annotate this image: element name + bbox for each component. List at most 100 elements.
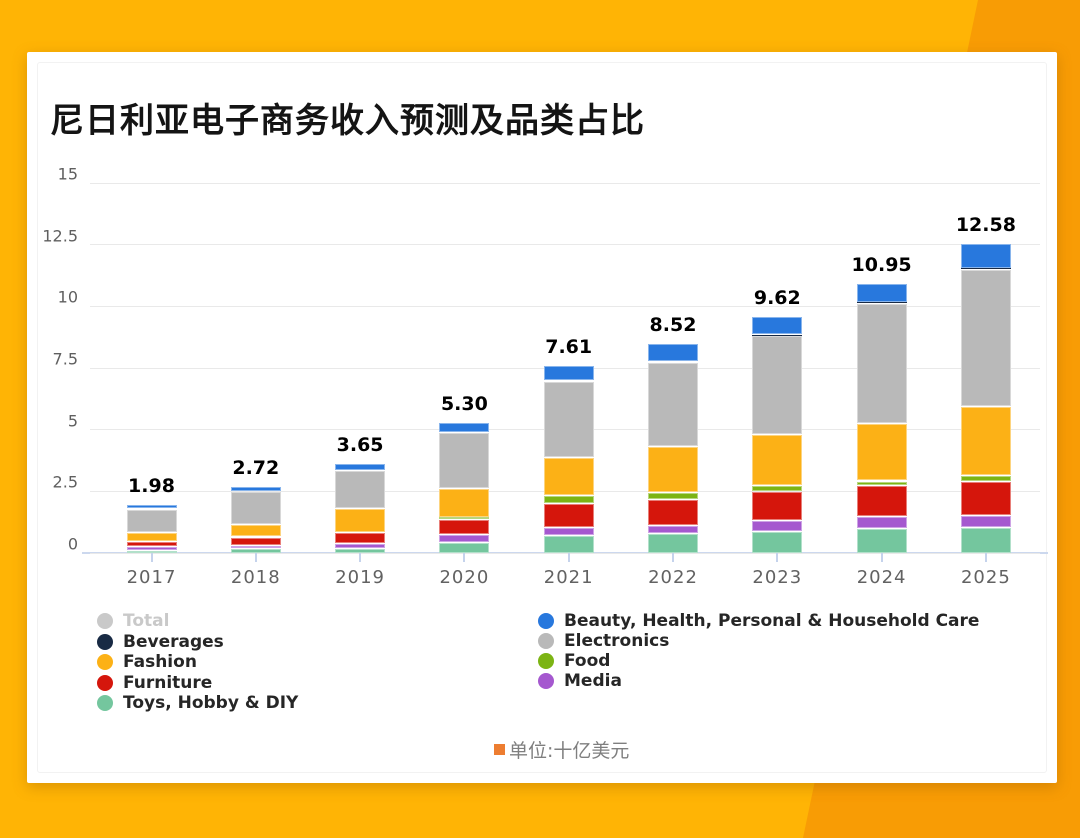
bar-segment-2024-fashion[interactable] xyxy=(856,423,907,481)
bar-segment-2023-fashion[interactable] xyxy=(752,434,803,485)
y-axis-label-0: 0 xyxy=(67,534,78,554)
x-axis-label-2019: 2019 xyxy=(335,567,385,588)
legend-dot-icon xyxy=(97,613,113,629)
bar-segment-2024-beverages[interactable] xyxy=(856,302,907,303)
bar-segment-2018-toys-hobby-diy[interactable] xyxy=(230,549,281,553)
bar-segment-2024-food[interactable] xyxy=(856,481,907,486)
bar-segment-2019-beauty-health-personal-household-care[interactable] xyxy=(335,463,386,470)
x-axis-tick-2020 xyxy=(463,553,466,562)
bar-segment-2024-furniture[interactable] xyxy=(856,486,907,517)
bar-segment-2023-electronics[interactable] xyxy=(752,336,803,434)
x-axis-tick-2022 xyxy=(672,553,674,562)
bar-segment-2023-media[interactable] xyxy=(752,520,803,531)
bar-value-label-2017: 1.98 xyxy=(128,475,175,498)
bar-segment-2017-media[interactable] xyxy=(126,547,177,550)
bar-segment-2021-media[interactable] xyxy=(543,528,594,535)
legend-item-fashion[interactable]: Fashion xyxy=(97,652,197,672)
bar-segment-2023-food[interactable] xyxy=(752,485,803,492)
bar-segment-2019-fashion[interactable] xyxy=(335,509,386,532)
bar-segment-2022-electronics[interactable] xyxy=(648,362,698,446)
bar-segment-2017-furniture[interactable] xyxy=(126,541,177,547)
legend-label: Food xyxy=(564,651,611,671)
bar-segment-2022-furniture[interactable] xyxy=(648,500,698,525)
bar-segment-2020-fashion[interactable] xyxy=(439,488,490,517)
bar-segment-2021-electronics[interactable] xyxy=(543,381,594,458)
legend-dot-icon xyxy=(97,633,113,650)
bar-segment-2025-furniture[interactable] xyxy=(960,482,1011,516)
bar-segment-2025-electronics[interactable] xyxy=(960,269,1011,406)
legend-item-toys-hobby-diy[interactable]: Toys, Hobby & DIY xyxy=(97,693,298,713)
bar-segment-2023-toys-hobby-diy[interactable] xyxy=(752,531,803,553)
bar-segment-2019-furniture[interactable] xyxy=(335,532,386,544)
bar-segment-2025-beauty-health-personal-household-care[interactable] xyxy=(960,243,1011,268)
bar-segment-2024-electronics[interactable] xyxy=(856,303,907,423)
bar-segment-2021-fashion[interactable] xyxy=(543,458,594,495)
bar-segment-2019-electronics[interactable] xyxy=(335,470,386,509)
bar-segment-2024-beauty-health-personal-household-care[interactable] xyxy=(856,283,907,303)
bar-segment-2022-beauty-health-personal-household-care[interactable] xyxy=(648,343,698,362)
legend-dot-icon xyxy=(538,633,554,649)
gridline-y-0 xyxy=(90,552,1040,554)
bar-segment-2025-toys-hobby-diy[interactable] xyxy=(960,528,1011,553)
gridline-y-15 xyxy=(90,182,1040,184)
unit-note: 单位:十亿美元 xyxy=(494,736,629,763)
bar-segment-2025-food[interactable] xyxy=(960,476,1011,482)
bar-segment-2020-toys-hobby-diy[interactable] xyxy=(439,542,490,553)
x-axis-label-2022: 2022 xyxy=(648,567,698,588)
legend-item-electronics[interactable]: Electronics xyxy=(538,631,669,651)
bar-segment-2020-media[interactable] xyxy=(439,535,490,542)
bar-segment-2020-furniture[interactable] xyxy=(439,519,490,535)
x-axis-tick-2021 xyxy=(567,553,570,562)
legend-item-beauty-health-personal-household-care[interactable]: Beauty, Health, Personal & Household Car… xyxy=(538,611,979,631)
bar-segment-2022-media[interactable] xyxy=(648,525,698,534)
bar-segment-2023-furniture[interactable] xyxy=(752,492,803,520)
bar-segment-2020-electronics[interactable] xyxy=(439,433,490,488)
legend-item-food[interactable]: Food xyxy=(538,651,610,671)
legend-dot-icon xyxy=(97,695,113,711)
bar-value-label-2018: 2.72 xyxy=(232,456,280,479)
bar-segment-2017-electronics[interactable] xyxy=(126,509,177,533)
x-axis-label-2017: 2017 xyxy=(126,567,177,588)
bar-segment-2024-media[interactable] xyxy=(856,517,907,528)
bar-segment-2020-beauty-health-personal-household-care[interactable] xyxy=(439,423,490,433)
y-axis-label-5: 5 xyxy=(67,411,78,431)
bar-segment-2025-fashion[interactable] xyxy=(960,406,1011,476)
bar-segment-2017-toys-hobby-diy[interactable] xyxy=(126,550,177,553)
x-axis-tick-2023 xyxy=(776,553,779,562)
legend-dot-icon xyxy=(97,674,113,691)
legend-item-beverages[interactable]: Beverages xyxy=(97,632,224,652)
bar-value-label-2021: 7.61 xyxy=(545,336,593,359)
bar-segment-2022-toys-hobby-diy[interactable] xyxy=(648,534,698,553)
bar-segment-2023-beauty-health-personal-household-care[interactable] xyxy=(752,316,803,335)
bar-segment-2022-food[interactable] xyxy=(648,492,698,500)
bar-segment-2021-food[interactable] xyxy=(543,495,594,503)
bar-segment-2019-toys-hobby-diy[interactable] xyxy=(335,548,386,553)
bar-segment-2023-beverages[interactable] xyxy=(752,334,803,336)
bar-segment-2017-beauty-health-personal-household-care[interactable] xyxy=(126,505,177,509)
bar-segment-2025-media[interactable] xyxy=(960,516,1011,528)
bar-segment-2018-media[interactable] xyxy=(230,545,281,549)
x-axis-label-2020: 2020 xyxy=(439,567,490,588)
bar-segment-2020-food[interactable] xyxy=(439,516,490,519)
bar-segment-2019-media[interactable] xyxy=(335,544,386,548)
bar-value-label-2025: 12.58 xyxy=(955,213,1016,236)
bar-segment-2018-electronics[interactable] xyxy=(230,492,281,525)
bar-segment-2018-beauty-health-personal-household-care[interactable] xyxy=(230,486,281,491)
legend-item-furniture[interactable]: Furniture xyxy=(97,673,212,693)
unit-note-text: 单位:十亿美元 xyxy=(509,740,630,762)
bar-segment-2021-furniture[interactable] xyxy=(543,503,594,528)
bar-segment-2021-toys-hobby-diy[interactable] xyxy=(543,535,594,553)
legend-label: Fashion xyxy=(123,652,197,672)
bar-segment-2022-fashion[interactable] xyxy=(648,446,698,492)
legend-item-media[interactable]: Media xyxy=(538,671,622,691)
legend-dot-icon xyxy=(97,654,113,670)
gridline-y-10 xyxy=(90,305,1040,307)
legend-item-total[interactable]: Total xyxy=(97,611,169,631)
bar-segment-2017-fashion[interactable] xyxy=(126,533,177,541)
bar-segment-2024-toys-hobby-diy[interactable] xyxy=(856,528,907,553)
x-axis-tick-2024 xyxy=(880,553,883,562)
bar-segment-2025-beverages[interactable] xyxy=(960,268,1011,269)
bar-segment-2018-fashion[interactable] xyxy=(230,525,281,537)
bar-segment-2021-beauty-health-personal-household-care[interactable] xyxy=(543,366,594,381)
bar-segment-2018-furniture[interactable] xyxy=(230,537,281,545)
